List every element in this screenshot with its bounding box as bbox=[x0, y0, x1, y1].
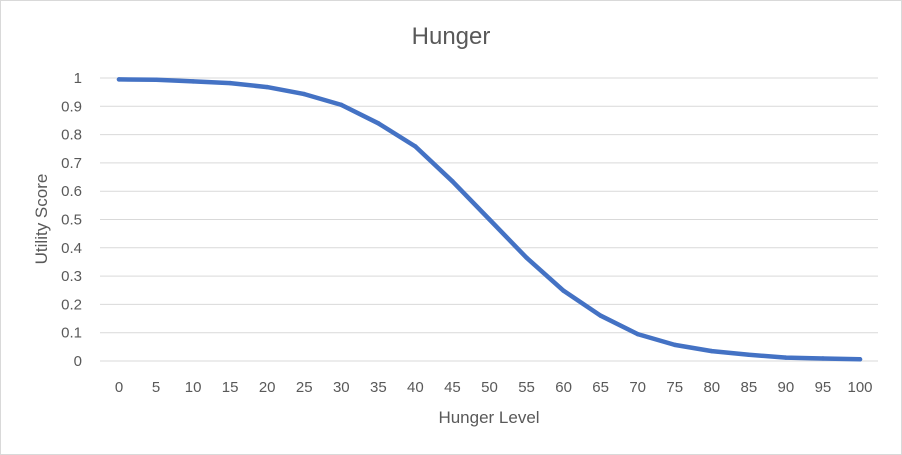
data-point bbox=[635, 331, 640, 337]
data-point bbox=[820, 356, 826, 361]
data-point bbox=[487, 217, 492, 222]
x-tick-label: 85 bbox=[741, 379, 758, 396]
data-point bbox=[339, 102, 344, 108]
data-point bbox=[413, 144, 418, 149]
data-point bbox=[672, 342, 677, 348]
series-group bbox=[116, 77, 863, 362]
x-tick-label: 5 bbox=[152, 379, 160, 396]
x-tick-label: 70 bbox=[629, 379, 646, 396]
y-tick-label: 0.4 bbox=[61, 240, 82, 257]
data-point bbox=[857, 357, 863, 362]
y-tick-label: 1 bbox=[74, 70, 82, 87]
x-tick-label: 50 bbox=[481, 379, 498, 396]
data-point bbox=[709, 348, 714, 354]
y-tick-label: 0.8 bbox=[61, 127, 82, 144]
y-tick-label: 0.7 bbox=[61, 155, 82, 172]
x-tick-label: 75 bbox=[666, 379, 683, 396]
x-tick-label: 95 bbox=[815, 379, 832, 396]
y-tick-label: 0.3 bbox=[61, 268, 82, 285]
x-tick-label: 80 bbox=[703, 379, 720, 396]
data-point bbox=[116, 77, 122, 82]
x-tick-label: 25 bbox=[296, 379, 313, 396]
data-point bbox=[783, 355, 789, 360]
y-axis-title: Utility Score bbox=[32, 174, 51, 265]
x-tick-label: 0 bbox=[115, 379, 123, 396]
data-point bbox=[153, 77, 159, 82]
data-point bbox=[561, 288, 566, 294]
y-tick-label: 0.1 bbox=[61, 325, 82, 342]
data-point bbox=[598, 313, 603, 318]
x-tick-label: 30 bbox=[333, 379, 350, 396]
x-tick-label: 60 bbox=[555, 379, 572, 396]
y-tick-label: 0.6 bbox=[61, 183, 82, 200]
x-tick-label: 40 bbox=[407, 379, 424, 396]
gridlines bbox=[100, 77, 878, 362]
x-tick-label: 65 bbox=[592, 379, 609, 396]
y-tick-label: 0.5 bbox=[61, 212, 82, 229]
x-tick-label: 10 bbox=[185, 379, 202, 396]
data-point bbox=[450, 179, 455, 184]
data-point bbox=[190, 79, 196, 84]
x-axis-ticks: 0 5 10 15 20 25 30 35 40 45 50 55 60 65 70 75 80 85 90 95 10… bbox=[115, 379, 873, 396]
data-point bbox=[524, 255, 529, 260]
x-tick-label: 45 bbox=[444, 379, 461, 396]
data-point bbox=[376, 121, 381, 126]
data-point bbox=[265, 84, 270, 90]
x-tick-label: 90 bbox=[778, 379, 795, 396]
x-tick-label: 35 bbox=[370, 379, 387, 396]
x-tick-label: 15 bbox=[222, 379, 239, 396]
x-axis-title: Hunger Level bbox=[438, 408, 539, 427]
y-tick-label: 0.2 bbox=[61, 296, 82, 313]
y-tick-label: 0 bbox=[74, 353, 82, 370]
y-axis-ticks: 0 0.1 0.2 0.3 0.4 0.5 0.6 0.7 0.8 0.9 1 bbox=[61, 70, 82, 370]
data-point bbox=[746, 352, 752, 357]
x-tick-label: 55 bbox=[518, 379, 535, 396]
x-tick-label: 100 bbox=[847, 379, 872, 396]
data-point bbox=[227, 80, 233, 86]
chart-title: Hunger bbox=[412, 23, 491, 50]
x-tick-label: 20 bbox=[259, 379, 276, 396]
data-point bbox=[302, 91, 307, 97]
y-tick-label: 0.9 bbox=[61, 98, 82, 115]
